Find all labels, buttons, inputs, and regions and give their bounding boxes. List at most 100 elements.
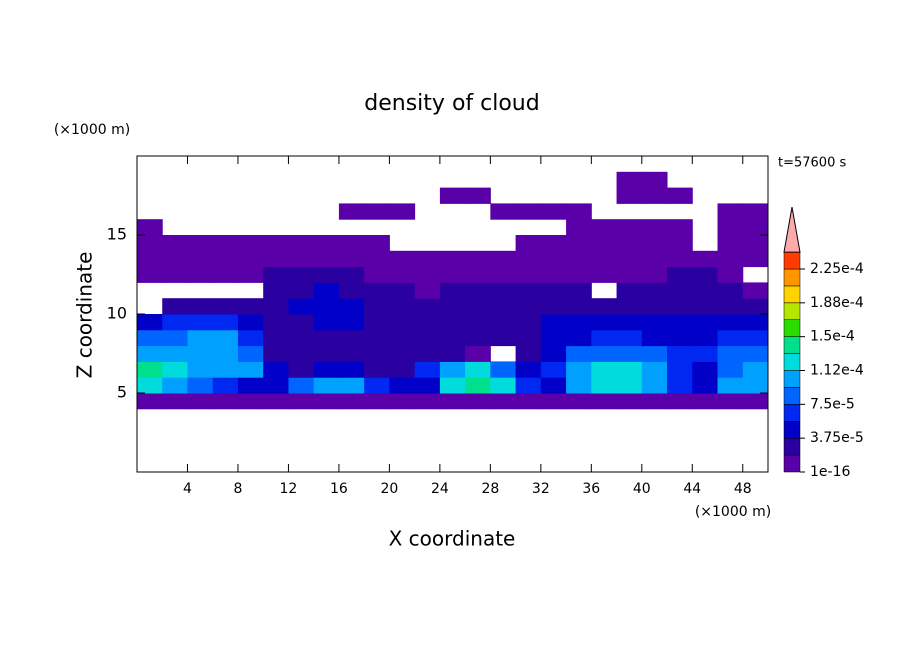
contour-cell	[540, 314, 567, 331]
contour-cell	[616, 329, 643, 347]
contour-cell	[465, 345, 491, 362]
contour-cell	[439, 393, 466, 410]
contour-cell	[237, 298, 264, 315]
contour-cell	[263, 361, 289, 378]
contour-cell	[414, 361, 441, 378]
contour-cell	[465, 377, 491, 394]
contour-cell	[515, 266, 542, 283]
colorbar-band	[783, 437, 801, 456]
contour-cell	[137, 250, 163, 268]
x-unit: (×1000 m)	[695, 504, 771, 520]
contour-cell	[540, 266, 567, 283]
contour-cell	[515, 282, 542, 299]
contour-cell	[490, 250, 517, 268]
contour-cell	[717, 345, 744, 362]
colorbar-band	[783, 421, 801, 439]
x-tick-label: 28	[481, 481, 499, 497]
contour-cell	[313, 377, 340, 394]
contour-cell	[313, 393, 340, 410]
contour-cell	[692, 377, 719, 394]
contour-cell	[717, 235, 744, 252]
contour-cell	[641, 361, 668, 378]
contour-cell	[263, 282, 289, 299]
colorbar-band	[783, 387, 801, 405]
contour-cell	[692, 250, 719, 268]
contour-cell	[742, 250, 769, 268]
contour-cell	[717, 250, 744, 268]
x-tick-label: 4	[183, 481, 192, 497]
contour-cell	[566, 203, 592, 220]
contour-cell	[490, 298, 517, 315]
contour-cell	[692, 266, 719, 283]
contour-cell	[641, 219, 668, 236]
contour-cell	[364, 266, 390, 283]
x-tick-label: 32	[532, 481, 550, 497]
contour-cell	[515, 361, 542, 378]
contour-cell	[591, 345, 618, 362]
contour-cell	[591, 266, 618, 283]
contour-cell	[237, 361, 264, 378]
contour-cell	[313, 235, 340, 252]
contour-cell	[187, 345, 214, 362]
contour-cell	[137, 377, 163, 394]
contour-cell	[591, 250, 618, 268]
contour-cell	[465, 298, 491, 315]
contour-cell	[237, 345, 264, 362]
contour-cell	[566, 377, 592, 394]
contour-cell	[742, 393, 769, 410]
colorbar-tick-label: 3.75e-5	[810, 430, 864, 446]
contour-cell	[137, 235, 163, 252]
colorbar-band	[783, 336, 801, 354]
contour-cell	[717, 314, 744, 331]
colorbar-band	[783, 353, 801, 371]
contour-cell	[641, 345, 668, 362]
colorbar-band	[783, 251, 801, 270]
contour-cell	[616, 266, 643, 283]
x-axis-label: X coordinate	[389, 527, 516, 551]
contour-cell	[237, 250, 264, 268]
x-tick-label: 24	[431, 481, 449, 497]
contour-cell	[389, 329, 416, 347]
contour-cell	[667, 187, 693, 204]
contour-cell	[439, 345, 466, 362]
contour-cell	[641, 250, 668, 268]
contour-cell	[212, 298, 239, 315]
time-annotation: t=57600 s	[778, 156, 846, 171]
contour-cell	[591, 361, 618, 378]
contour-cell	[667, 314, 693, 331]
contour-cell	[414, 329, 441, 347]
contour-cell	[667, 377, 693, 394]
contour-cell	[414, 314, 441, 331]
contour-cell	[566, 235, 592, 252]
contour-cell	[439, 266, 466, 283]
contour-cell	[212, 250, 239, 268]
colorbar-band	[783, 319, 801, 337]
contour-cell	[162, 329, 188, 347]
contour-cell	[439, 361, 466, 378]
contour-cell	[237, 235, 264, 252]
colorbar-tick-label: 1.5e-4	[810, 329, 855, 345]
contour-cell	[641, 329, 668, 347]
contour-cell	[566, 298, 592, 315]
contour-cell	[187, 298, 214, 315]
contour-cell	[667, 266, 693, 283]
contour-cell	[465, 187, 491, 204]
contour-cell	[288, 235, 315, 252]
y-tick-label: 15	[107, 225, 127, 244]
contour-cell	[616, 219, 643, 236]
contour-cell	[263, 235, 289, 252]
contour-cell	[288, 393, 315, 410]
contour-cell	[364, 345, 390, 362]
contour-cell	[667, 361, 693, 378]
contour-cell	[717, 266, 744, 283]
contour-cell	[414, 377, 441, 394]
contour-cell	[212, 314, 239, 331]
colorbar-band	[783, 268, 801, 287]
contour-cell	[288, 314, 315, 331]
contour-cell	[389, 266, 416, 283]
contour-cell	[137, 219, 163, 236]
contour-cell	[641, 282, 668, 299]
contour-cell	[465, 250, 491, 268]
contour-cell	[641, 171, 668, 189]
